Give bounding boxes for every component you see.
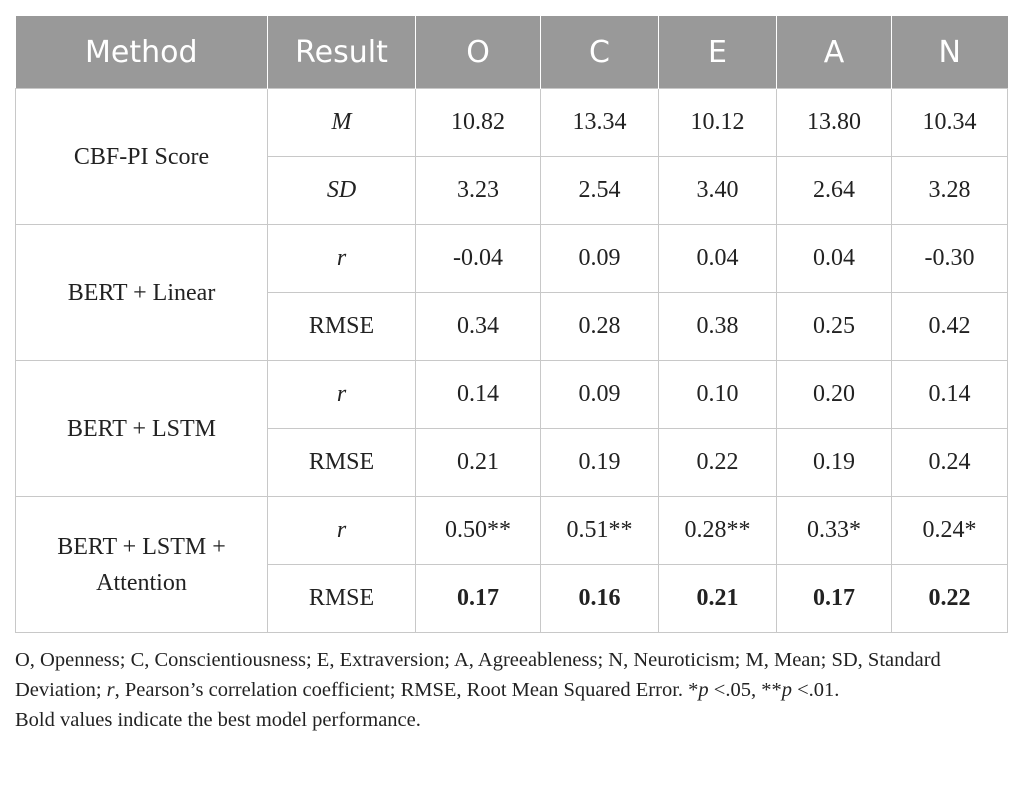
value-cell: 0.25 (776, 292, 892, 361)
note-italic-p: p (781, 679, 792, 701)
table-row: BERT + LSTM r 0.14 0.09 0.10 0.20 0.14 (15, 360, 1008, 497)
value-cell: 0.51** (540, 496, 659, 565)
method-line: Attention (96, 569, 187, 596)
note-text: , Pearson’s correlation coefficient; RMS… (114, 679, 699, 701)
value-cell: 0.09 (540, 360, 659, 429)
value-cell: 10.82 (415, 88, 541, 157)
value-cell: -0.04 (415, 224, 541, 293)
header-result: Result (267, 16, 416, 89)
value-cell: 0.19 (540, 428, 659, 497)
best-value-cell: 0.17 (415, 564, 541, 633)
method-line: BERT + LSTM + (57, 533, 226, 560)
value-cell: 10.12 (658, 88, 777, 157)
method-cell: BERT + LSTM (15, 360, 268, 497)
results-table: Method Result O C E A N CBF-PI Score M 1… (15, 16, 1008, 633)
header-a: A (776, 16, 892, 89)
result-cell: M (267, 88, 416, 157)
value-cell: 3.40 (658, 156, 777, 225)
value-cell: 0.21 (415, 428, 541, 497)
abbreviations-note: O, Openness; C, Conscientiousness; E, Ex… (15, 645, 1015, 705)
result-cell: r (267, 224, 416, 293)
value-cell: 0.38 (658, 292, 777, 361)
result-cell: RMSE (267, 292, 416, 361)
value-cell: 10.34 (891, 88, 1008, 157)
result-cell: r (267, 360, 416, 429)
value-cell: 0.19 (776, 428, 892, 497)
value-cell: 0.20 (776, 360, 892, 429)
value-cell: 0.42 (891, 292, 1008, 361)
value-cell: 3.23 (415, 156, 541, 225)
method-cell: CBF-PI Score (15, 88, 268, 225)
result-cell: r (267, 496, 416, 565)
value-cell: 0.28** (658, 496, 777, 565)
best-value-cell: 0.22 (891, 564, 1008, 633)
bold-values-note: Bold values indicate the best model perf… (15, 709, 421, 731)
value-cell: 2.64 (776, 156, 892, 225)
value-cell: 0.34 (415, 292, 541, 361)
best-value-cell: 0.16 (540, 564, 659, 633)
header-n: N (891, 16, 1008, 89)
value-cell: 2.54 (540, 156, 659, 225)
method-cell: BERT + Linear (15, 224, 268, 361)
result-cell: RMSE (267, 428, 416, 497)
value-cell: 0.14 (891, 360, 1008, 429)
table-row: CBF-PI Score M 10.82 13.34 10.12 13.80 1… (15, 88, 1008, 225)
value-cell: 0.04 (658, 224, 777, 293)
note-text: O, Openness; C, Conscientiousness; E, Ex… (15, 649, 941, 701)
best-value-cell: 0.21 (658, 564, 777, 633)
value-cell: 13.80 (776, 88, 892, 157)
method-cell: BERT + LSTM + Attention (15, 496, 268, 633)
table-row: RMSE 0.21 0.19 0.22 0.19 0.24 (16, 428, 1008, 497)
value-cell: 0.24 (891, 428, 1008, 497)
header-row: Method Result O C E A N (15, 16, 1008, 89)
value-cell: 0.10 (658, 360, 777, 429)
header-c: C (540, 16, 659, 89)
value-cell: -0.30 (891, 224, 1008, 293)
result-cell: SD (267, 156, 416, 225)
value-cell: 0.24* (891, 496, 1008, 565)
value-cell: 0.33* (776, 496, 892, 565)
value-cell: 13.34 (540, 88, 659, 157)
header-method: Method (15, 16, 268, 89)
value-cell: 0.28 (540, 292, 659, 361)
header-o: O (415, 16, 541, 89)
note-text: <.01. (791, 679, 840, 701)
value-cell: 0.50** (415, 496, 541, 565)
value-cell: 0.14 (415, 360, 541, 429)
result-cell: RMSE (267, 564, 416, 633)
note-italic-r: r (106, 679, 115, 701)
results-table-container: Method Result O C E A N CBF-PI Score M 1… (15, 16, 1008, 633)
table-row: RMSE 0.34 0.28 0.38 0.25 0.42 (16, 292, 1008, 361)
best-value-cell: 0.17 (776, 564, 892, 633)
note-text: <.05, ** (708, 679, 782, 701)
table-footnotes: O, Openness; C, Conscientiousness; E, Ex… (15, 645, 1015, 735)
value-cell: 3.28 (891, 156, 1008, 225)
value-cell: 0.09 (540, 224, 659, 293)
value-cell: 0.04 (776, 224, 892, 293)
note-italic-p: p (698, 679, 709, 701)
table-row: RMSE 0.17 0.16 0.21 0.17 0.22 (16, 564, 1008, 633)
table-row: BERT + Linear r -0.04 0.09 0.04 0.04 -0.… (15, 224, 1008, 361)
table-row: BERT + LSTM + Attention r 0.50** 0.51** 0… (15, 496, 1008, 633)
header-e: E (658, 16, 777, 89)
value-cell: 0.22 (658, 428, 777, 497)
